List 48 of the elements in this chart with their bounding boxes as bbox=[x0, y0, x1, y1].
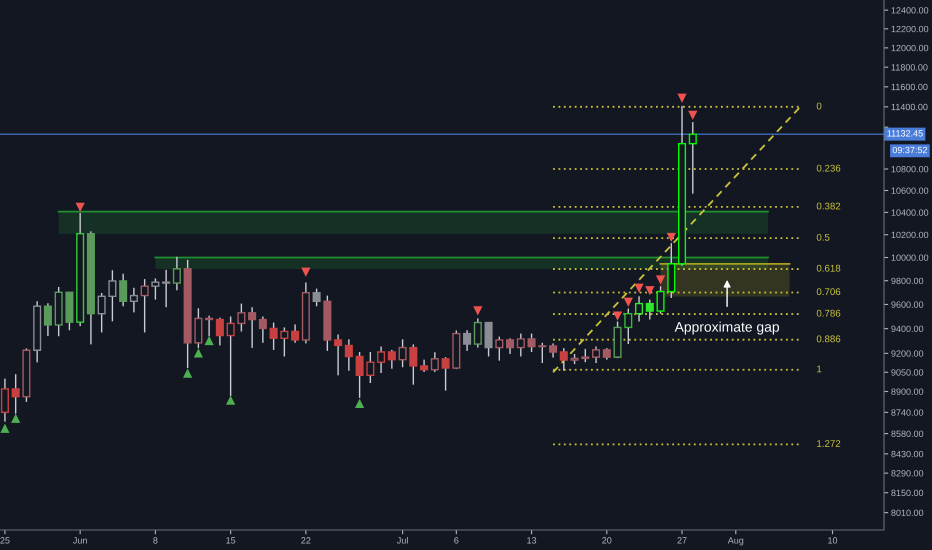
y-tick-label: 8290.00 bbox=[891, 470, 924, 476]
series-label: 0.382 bbox=[816, 202, 840, 210]
series-label: 0.236 bbox=[816, 164, 840, 172]
x-tick-label: 27 bbox=[677, 537, 687, 544]
x-tick-label: Aug bbox=[728, 537, 744, 546]
y-tick-label: 8150.00 bbox=[891, 490, 924, 496]
y-tick-label: 9400.00 bbox=[891, 326, 924, 332]
y-tick-label: 11800.00 bbox=[892, 64, 928, 71]
y-tick-label: 9600.00 bbox=[891, 301, 924, 308]
x-tick-label: 10 bbox=[828, 537, 838, 544]
y-tick-label: 8580.00 bbox=[891, 430, 924, 437]
y-tick-label: 12000.00 bbox=[892, 44, 928, 52]
y-tick-label: 8900.00 bbox=[891, 388, 924, 395]
y-tick-label: 10800.00 bbox=[892, 166, 928, 172]
x-tick-label: 20 bbox=[602, 537, 612, 544]
y-tick-label: 9800.00 bbox=[891, 278, 924, 284]
x-tick-label: 6 bbox=[454, 537, 458, 544]
y-tick-label: 11400.00 bbox=[892, 104, 928, 110]
y-tick-label: 8430.00 bbox=[891, 450, 924, 458]
x-tick-label: Jun bbox=[73, 537, 87, 544]
series-label: 0 bbox=[816, 102, 822, 110]
y-tick-label: 10000.00 bbox=[892, 254, 928, 261]
x-tick-label: Jul bbox=[396, 536, 408, 544]
y-tick-label: 11600.00 bbox=[892, 84, 928, 90]
series-label: 0.706 bbox=[816, 288, 840, 296]
y-tick-label: 8010.00 bbox=[891, 510, 924, 516]
y-tick-label: 12200.00 bbox=[892, 26, 928, 32]
series-label: 0.5 bbox=[816, 234, 830, 241]
series-label: 0.886 bbox=[816, 335, 840, 342]
y-tick-label: 10200.00 bbox=[892, 232, 928, 238]
annotation: Approximate gap bbox=[674, 322, 780, 335]
y-tick-label: 12400.00 bbox=[892, 7, 928, 14]
y-tick-label: 9200.00 bbox=[891, 350, 924, 357]
x-tick-label: 25 bbox=[0, 537, 10, 544]
x-tick-label: 15 bbox=[226, 537, 236, 544]
x-tick-label: 8 bbox=[153, 537, 158, 544]
y-tick-label: 10600.00 bbox=[892, 187, 928, 194]
series-label: 1.272 bbox=[817, 440, 840, 447]
series-label: 0.618 bbox=[816, 264, 840, 272]
series-label: 0.786 bbox=[816, 310, 840, 317]
y-tick-label: 8740.00 bbox=[891, 409, 924, 416]
x-tick-label: 22 bbox=[301, 537, 310, 544]
x-tick-label: 13 bbox=[527, 537, 536, 544]
ref-line-label: 11132.45 bbox=[887, 130, 923, 137]
y-tick-label: 10400.00 bbox=[892, 209, 928, 216]
series-label: 1 bbox=[817, 366, 822, 372]
y-tick-label: 9050.00 bbox=[891, 369, 924, 376]
text: 09:37:52 bbox=[892, 146, 928, 154]
